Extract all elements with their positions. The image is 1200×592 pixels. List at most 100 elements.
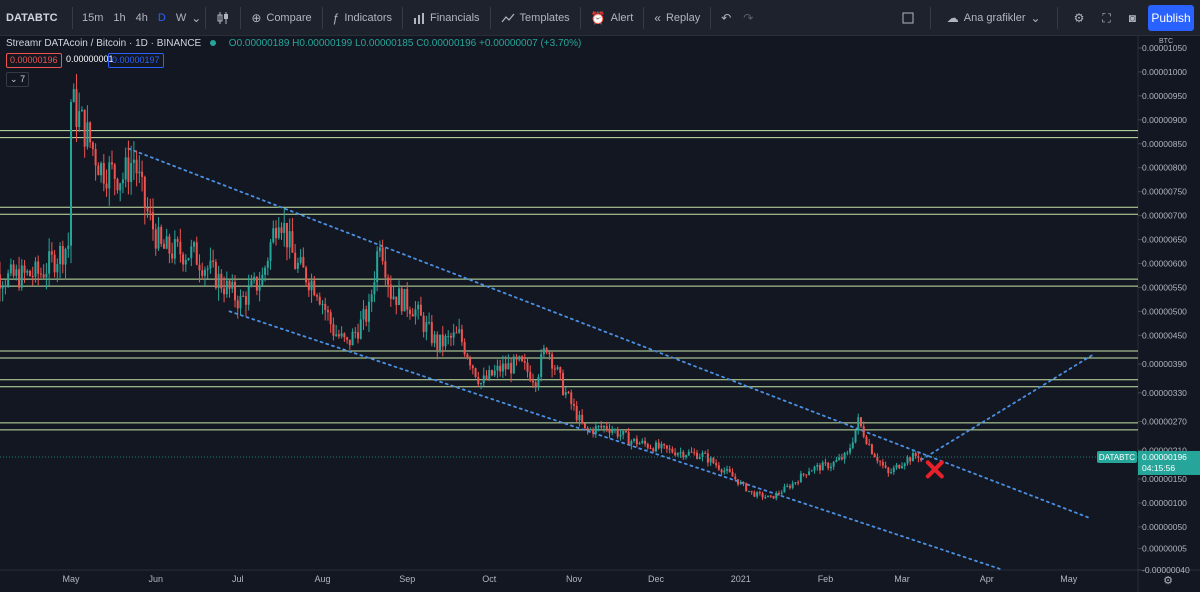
y-tick-label: 0.00000800	[1142, 163, 1187, 173]
candle-body	[130, 162, 133, 182]
candle-body	[676, 453, 679, 456]
candle-body	[408, 309, 411, 314]
compare-button[interactable]: ⊕ Compare	[245, 0, 317, 36]
candle-body	[141, 171, 144, 177]
price-axis	[1138, 36, 1200, 570]
buy-price-button[interactable]: 0.00000197	[108, 53, 164, 68]
candle-body	[469, 358, 472, 366]
publish-button[interactable]: Publish	[1148, 5, 1194, 31]
settings-button[interactable]: ⚙	[1068, 0, 1091, 36]
candle-body	[898, 464, 901, 469]
candle-body	[862, 426, 865, 437]
candle-body	[701, 452, 704, 457]
symbol-tag: DATABTC	[1099, 453, 1135, 462]
interval-15m[interactable]: 15m	[82, 11, 104, 24]
candle-body	[616, 429, 619, 437]
candle-body	[376, 251, 379, 283]
candle-body	[775, 493, 778, 499]
x-tick-label: Jul	[232, 574, 244, 584]
undo-button[interactable]: ↶	[715, 0, 737, 36]
candle-body	[890, 472, 893, 474]
interval-1h[interactable]: 1h	[113, 11, 126, 24]
indicator-count: 7	[20, 74, 26, 84]
candle-body	[430, 322, 433, 344]
market-status-dot	[210, 40, 217, 47]
layout-select-button[interactable]	[896, 0, 920, 36]
financials-button[interactable]: Financials	[407, 0, 486, 36]
x-tick-label: Apr	[980, 574, 994, 584]
candle-body	[288, 231, 291, 248]
candle-body	[635, 438, 638, 445]
candle-body	[808, 471, 811, 475]
bar-chart-icon	[414, 12, 425, 24]
candle-body	[865, 436, 868, 445]
sell-price-button[interactable]: 0.00000196	[6, 53, 62, 68]
layout-name-button[interactable]: ☁ Ana grafikler ⌄	[941, 0, 1047, 36]
candle-body	[717, 465, 720, 470]
candle-body	[0, 274, 1, 289]
candle-body	[832, 461, 835, 467]
square-icon	[902, 12, 914, 24]
candle-body	[269, 242, 272, 262]
candle-body	[523, 361, 526, 363]
templates-icon	[501, 13, 515, 22]
alert-button[interactable]: ⏰ Alert	[585, 0, 640, 36]
candle-body	[578, 414, 581, 421]
y-tick-label: 0.00001000	[1142, 67, 1187, 77]
snapshot-button[interactable]: ◙	[1123, 0, 1142, 36]
replay-button[interactable]: « Replay	[648, 0, 706, 36]
candle-body	[247, 286, 250, 305]
candle-body	[184, 259, 187, 265]
indicators-button[interactable]: ƒ Indicators	[327, 0, 398, 36]
redo-button[interactable]: ↷	[737, 0, 759, 36]
candle-body	[425, 322, 428, 332]
candle-body	[641, 440, 644, 444]
candle-body	[12, 264, 15, 276]
candle-body	[594, 426, 597, 434]
candle-body	[277, 227, 280, 239]
candle-body	[1, 287, 4, 289]
y-tick-label: 0.00000650	[1142, 235, 1187, 245]
toolbar-divider	[579, 6, 581, 29]
candle-body	[816, 465, 819, 467]
chevron-down-icon[interactable]: ⌄	[191, 10, 202, 25]
interval-4h[interactable]: 4h	[135, 11, 148, 24]
candle-body	[747, 490, 750, 492]
candle-body	[720, 469, 723, 473]
candle-body	[34, 261, 37, 277]
candle-body	[168, 236, 171, 254]
toolbar-right: ☁ Ana grafikler ⌄ ⚙ ⛶ ◙	[896, 0, 1142, 36]
candle-body	[162, 243, 165, 249]
toolbar-divider	[402, 6, 404, 29]
cross-marker	[925, 460, 944, 479]
candle-body	[307, 282, 310, 291]
candle-body	[575, 405, 578, 421]
indicators-label: Indicators	[344, 11, 393, 24]
candle-body	[225, 280, 228, 295]
candle-body	[37, 261, 40, 274]
candle-body	[20, 265, 23, 288]
candle-body	[113, 164, 116, 179]
fullscreen-button[interactable]: ⛶	[1096, 0, 1116, 36]
y-tick-label: -0.00000040	[1142, 565, 1190, 575]
templates-button[interactable]: Templates	[495, 0, 576, 36]
candle-body	[892, 467, 895, 473]
candle-body	[613, 429, 616, 431]
templates-label: Templates	[519, 11, 570, 24]
candle-body	[124, 157, 127, 180]
candle-body	[411, 313, 414, 317]
chart-type-button[interactable]	[210, 0, 236, 36]
candle-body	[83, 109, 86, 147]
candle-body	[296, 262, 299, 269]
candle-body	[94, 149, 97, 166]
candle-body	[381, 247, 384, 262]
candle-body	[791, 483, 794, 488]
candle-body	[422, 315, 425, 332]
candle-body	[704, 452, 707, 454]
candle-body	[887, 467, 890, 474]
symbol-search[interactable]: DATABTC	[6, 11, 58, 24]
interval-1d[interactable]: D	[157, 11, 166, 24]
interval-1w[interactable]: W	[175, 11, 187, 24]
indicators-toggle[interactable]: ⌄ 7	[6, 72, 30, 87]
